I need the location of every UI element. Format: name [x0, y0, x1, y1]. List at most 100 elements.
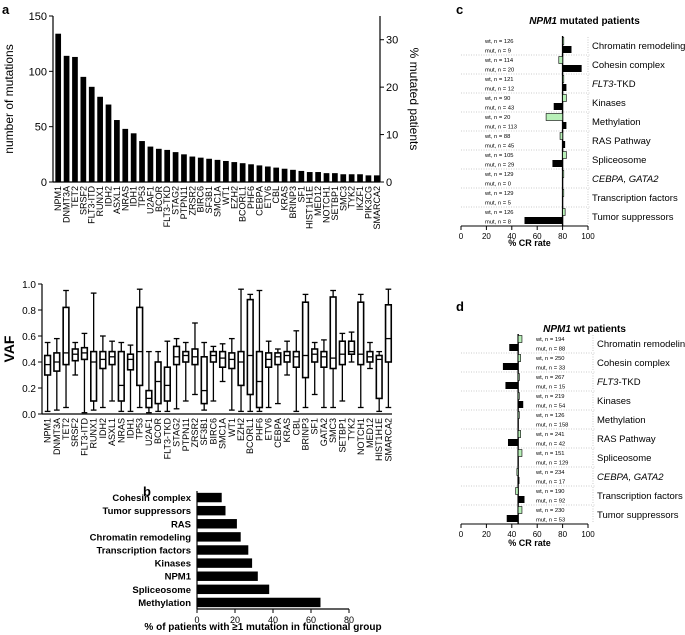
- bar: [80, 76, 87, 182]
- mut-bar: [505, 382, 519, 389]
- group-label: RAS Pathway: [592, 136, 651, 147]
- x-tick-label: WT1: [221, 186, 231, 205]
- wt-bar: [517, 335, 523, 343]
- bar: [72, 56, 78, 182]
- x-tick-label: STAG2: [172, 418, 182, 447]
- x-tick-label: HIST1H1E: [305, 186, 315, 229]
- x-tick-label: SMARCA2: [372, 186, 382, 230]
- wt-bar: [562, 37, 565, 45]
- group-label: FLT3-TKD: [597, 377, 641, 388]
- x-tick-label: 60: [533, 530, 542, 539]
- y-axis-title: VAF: [1, 335, 17, 362]
- x-tick-label: RUNX1: [95, 186, 105, 217]
- wt-bar: [517, 449, 523, 457]
- bar: [63, 55, 70, 183]
- mut-count-label: mut, n = 158: [536, 423, 568, 429]
- category-label: Spliceosome: [132, 585, 191, 596]
- mut-count-label: mut, n = 5: [485, 201, 511, 207]
- y-tick-label: 1.0: [22, 280, 36, 291]
- box: [154, 361, 162, 405]
- box: [218, 350, 227, 369]
- wt-count-label: wt, n = 129: [484, 191, 514, 197]
- x-tick-label: 60: [306, 615, 316, 625]
- mut-bar: [562, 122, 567, 129]
- x-tick-label: ASXL1: [112, 186, 122, 214]
- x-tick-label: SETBP1: [330, 186, 340, 221]
- mut-bar: [562, 46, 572, 53]
- y-tick-label: 0.0: [22, 410, 36, 421]
- x-tick-label: TET2: [61, 418, 71, 440]
- bar: [122, 128, 129, 182]
- x-tick-label: STAG2: [171, 186, 181, 215]
- wt-count-label: wt, n = 267: [535, 375, 565, 381]
- x-tick-label: FLT3-ITD: [79, 418, 89, 456]
- mut-bar: [562, 84, 567, 91]
- group-label: CEBPA, GATA2: [597, 472, 664, 483]
- y2-tick-label: 0: [386, 177, 392, 189]
- group-label: Methylation: [592, 117, 641, 128]
- box: [108, 350, 116, 366]
- x-tick-label: ZRSR2: [187, 186, 197, 216]
- y-tick-label: 150: [29, 11, 47, 23]
- mut-count-label: mut, n = 15: [536, 385, 565, 391]
- mut-count-label: mut, n = 12: [485, 87, 514, 93]
- bar: [239, 163, 246, 182]
- mut-count-label: mut, n = 54: [536, 404, 566, 410]
- bar: [130, 133, 137, 182]
- y2-tick-label: 10: [386, 130, 398, 142]
- bar: [197, 545, 249, 555]
- x-tick-label: TYK2: [347, 186, 357, 209]
- x-tick-label: SMC3: [338, 186, 348, 211]
- bar: [197, 584, 270, 595]
- chart-title-gene: NPM1: [529, 16, 557, 27]
- wt-bar: [517, 392, 520, 400]
- x-tick-label: EZH2: [229, 186, 239, 209]
- mut-count-label: mut, n = 0: [485, 182, 511, 188]
- y-tick-label: 0.2: [22, 384, 36, 395]
- x-tick-label: SETBP1: [337, 418, 347, 453]
- bar: [214, 159, 221, 182]
- mut-count-label: mut, n = 92: [536, 499, 565, 505]
- category-label: Cohesin complex: [112, 493, 191, 504]
- x-tick-label: SMARCA2: [383, 418, 393, 462]
- wt-bar: [515, 487, 519, 495]
- wt-count-label: wt, n = 151: [535, 451, 565, 457]
- box: [62, 306, 70, 366]
- x-tick-label: IDH1: [129, 186, 139, 207]
- x-tick-label: PIK3CG: [363, 186, 373, 219]
- wt-bar: [562, 170, 565, 178]
- wt-bar: [517, 506, 523, 514]
- group-label: Tumor suppressors: [597, 510, 679, 521]
- bar: [197, 492, 222, 503]
- y-tick-label: 50: [35, 122, 47, 134]
- x-tick-label: NPM1: [43, 418, 53, 443]
- box: [283, 350, 291, 363]
- bar: [55, 33, 62, 182]
- x-tick-label: PTPN11: [179, 186, 189, 219]
- mut-bar: [562, 65, 582, 72]
- wt-count-label: wt, n = 114: [484, 58, 514, 64]
- x-tick-label: SRSF2: [70, 418, 80, 447]
- y-tick-label: 0.4: [22, 358, 36, 369]
- group-label: Tumor suppressors: [592, 212, 674, 223]
- x-tick-label: 20: [482, 530, 491, 539]
- wt-bar: [562, 189, 565, 197]
- x-tick-label: NRAS: [116, 418, 126, 443]
- bar: [264, 166, 271, 182]
- wt-count-label: wt, n = 126: [484, 210, 514, 216]
- x-tick-label: SF3B1: [199, 418, 209, 446]
- x-tick-label: SF3B1: [204, 186, 214, 214]
- wt-bar: [517, 430, 521, 438]
- box: [246, 298, 254, 396]
- x-tick-label: NOTCH1: [322, 186, 332, 223]
- x-tick-label: 40: [268, 615, 278, 625]
- group-label-gene: FLT3: [597, 377, 619, 388]
- x-axis-title: % of patients with ≥1 mutation in functi…: [144, 622, 381, 633]
- wt-bar: [516, 468, 519, 476]
- wt-bar: [562, 75, 565, 83]
- bar: [273, 167, 280, 182]
- x-tick-label: ETV6: [263, 186, 273, 209]
- x-tick-label: SMC3: [328, 418, 338, 443]
- x-tick-label: ETV6: [264, 418, 274, 441]
- x-tick-label: DNMT3A: [52, 418, 62, 455]
